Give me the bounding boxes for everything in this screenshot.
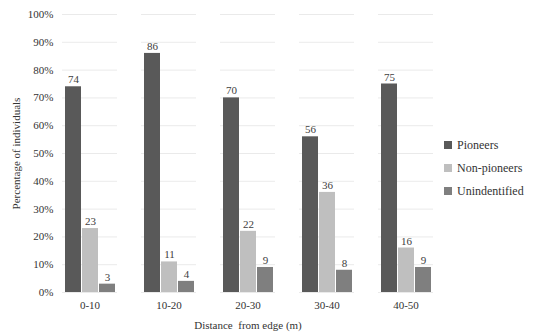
svg-text:4: 4 [184,268,190,280]
svg-text:56: 56 [305,123,317,135]
svg-text:3: 3 [105,271,111,283]
svg-text:30-40: 30-40 [314,299,340,311]
html-text:Non-pioneers: Non-pioneers [457,160,523,175]
svg-text:60%: 60% [33,119,53,131]
svg-text:75: 75 [384,71,396,83]
svg-text:74: 74 [68,73,80,85]
svg-text:30%: 30% [33,203,53,215]
svg-text:16: 16 [401,235,413,247]
svg-text:22: 22 [243,218,254,230]
svg-text:9: 9 [263,254,269,266]
svg-text:20%: 20% [33,230,53,242]
svg-text:20-30: 20-30 [235,299,261,311]
html-text:Pioneers: Pioneers [457,137,499,152]
svg-text:23: 23 [85,215,97,227]
svg-text:Distance from edge (m): Distance from edge (m) [194,319,302,332]
svg-text:80%: 80% [33,64,53,76]
svg-text:100%: 100% [28,8,54,20]
svg-text:0%: 0% [39,286,54,298]
svg-text:50%: 50% [33,147,53,159]
svg-text:0-10: 0-10 [80,299,101,311]
svg-text:10%: 10% [33,258,53,270]
svg-text:40%: 40% [33,175,53,187]
svg-text:8: 8 [342,257,348,269]
svg-text:36: 36 [322,179,334,191]
svg-text:40-50: 40-50 [393,299,419,311]
svg-text:11: 11 [164,248,175,260]
svg-text:90%: 90% [33,36,53,48]
svg-text:Percentage of individuals: Percentage of individuals [10,98,22,210]
svg-text:70%: 70% [33,91,53,103]
svg-text:70: 70 [226,84,238,96]
svg-text:86: 86 [147,40,159,52]
svg-text:9: 9 [421,254,427,266]
svg-text:10-20: 10-20 [156,299,182,311]
html-text:Unindentified: Unindentified [457,183,524,198]
